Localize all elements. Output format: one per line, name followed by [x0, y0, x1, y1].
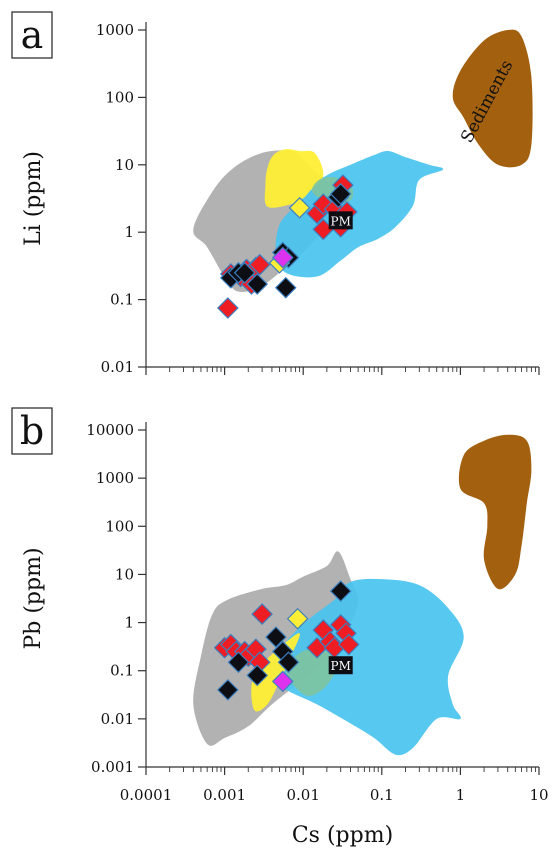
black-diamond-point: [246, 664, 269, 687]
black-diamond-point: [329, 580, 352, 602]
pm-label-background: [328, 656, 353, 675]
x-tick-label: 0.001: [203, 786, 246, 804]
y-tick-label: 1000: [96, 469, 134, 487]
y-tick-label: 100: [105, 517, 134, 535]
black-diamond-point: [265, 626, 287, 648]
black-diamond-point: [246, 273, 269, 295]
y-tick-label: 0.001: [91, 758, 134, 776]
y-tick-label: 1: [124, 223, 134, 241]
x-tick-label: 1: [456, 786, 466, 804]
panel-b-labels: PM b: [11, 407, 353, 675]
panel-letter: a: [21, 13, 44, 57]
red-diamond-point: [251, 603, 273, 625]
yellow-field-region: [264, 149, 324, 208]
x-tick-label: 0.01: [286, 786, 319, 804]
y-tick-label: 0.1: [110, 662, 134, 680]
sediment-field-region: [458, 434, 532, 590]
red-diamond-point: [217, 297, 239, 319]
x-tick-label: 0.1: [370, 786, 394, 804]
black-diamond-point: [274, 276, 297, 299]
magenta-diamond-point: [271, 246, 294, 269]
panel-b-pb-vs-cs: 0.0001 0.001 0.01 0.1 1 10 0.001 0.01 0.1 1 10 100 1…: [11, 407, 549, 848]
y-axis-title: Li (ppm): [21, 151, 46, 246]
yellow-diamond-point: [286, 607, 309, 630]
black-diamond-point: [277, 651, 300, 674]
panel-b-axes: 0.0001 0.001 0.01 0.1 1 10 0.001 0.01 0.1 1 10 100 1…: [21, 421, 549, 848]
panel-letter-box: [11, 11, 53, 59]
pm-label: PM: [331, 659, 351, 673]
y-tick-label: 1: [124, 614, 134, 632]
red-diamond-point: [248, 253, 271, 276]
panel-a-axes: 0.01 0.1 1 10 100 1000 Li (ppm): [21, 21, 540, 376]
panel-b-points: [213, 580, 360, 701]
black-diamond-point: [329, 183, 352, 205]
x-axis-title: Cs (ppm): [292, 823, 393, 848]
green-field-region: [285, 648, 339, 696]
yellow-diamond-point: [288, 196, 311, 219]
sediment-field-region: [452, 29, 533, 168]
panel-a-points: [217, 174, 358, 319]
y-tick-label: 0.1: [110, 291, 134, 309]
red-diamond-point: [337, 633, 360, 656]
y-tick-label: 10000: [86, 421, 134, 439]
black-diamond-point: [227, 651, 250, 674]
panel-letter: b: [20, 409, 44, 453]
y-tick-label: 10: [115, 156, 134, 174]
panel-a-regions: [193, 29, 533, 292]
y-tick-label: 0.01: [101, 358, 134, 376]
panel-b-regions: [193, 434, 532, 756]
pm-label: PM: [331, 214, 351, 228]
panel-letter-box: [11, 407, 53, 455]
x-tick-label: 10: [529, 786, 548, 804]
magenta-diamond-point: [271, 670, 294, 693]
black-diamond-point: [217, 679, 239, 701]
y-axis-title: Pb (ppm): [21, 547, 46, 649]
x-tick-label: 0.0001: [120, 786, 173, 804]
y-tick-label: 1000: [96, 21, 134, 39]
pm-label-background: [328, 211, 353, 230]
y-tick-label: 10: [115, 565, 134, 583]
black-diamond-point: [233, 261, 256, 284]
y-tick-label: 100: [105, 88, 134, 106]
y-tick-label: 0.01: [101, 710, 134, 728]
